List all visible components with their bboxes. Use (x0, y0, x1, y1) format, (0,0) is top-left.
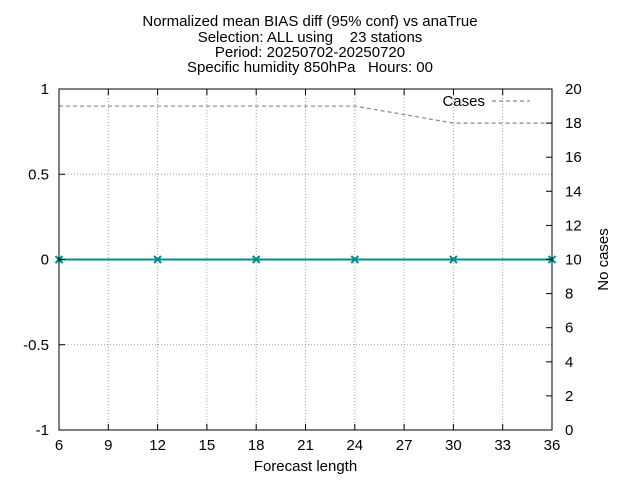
x-tick-label: 9 (104, 437, 112, 454)
title-line-3: Period: 20250702-20250720 (215, 44, 405, 61)
y-axis-right-label: No cases (595, 228, 612, 291)
y-right-tick-label: 2 (565, 388, 573, 405)
data-point (153, 255, 162, 264)
y-right-tick-label: 4 (565, 354, 573, 371)
y-right-tick-label: 12 (565, 217, 582, 234)
legend-label: Cases (442, 93, 485, 110)
title-line-2: Selection: ALL using 23 stations (198, 29, 423, 46)
y-right-tick-label: 20 (565, 81, 582, 98)
x-tick-label: 33 (494, 437, 511, 454)
data-point (251, 255, 261, 264)
y-right-tick-label: 6 (565, 320, 573, 337)
y-left-tick-label: 0 (41, 252, 49, 269)
x-tick-label: 18 (248, 437, 265, 454)
y-right-tick-label: 14 (565, 183, 582, 200)
x-tick-label: 15 (199, 437, 216, 454)
y-right-tick-label: 8 (565, 286, 573, 303)
x-tick-label: 6 (55, 437, 63, 454)
data-point (350, 255, 360, 264)
y-left-tick-label: -0.5 (23, 337, 49, 354)
y-left-tick-label: 0.5 (28, 166, 49, 183)
legend: Cases (442, 93, 530, 110)
x-tick-label: 21 (297, 437, 314, 454)
x-tick-label: 12 (149, 437, 166, 454)
cases-series-line (59, 105, 552, 124)
x-tick-label: 24 (346, 437, 363, 454)
title-line-1: Normalized mean BIAS diff (95% conf) vs … (142, 13, 477, 30)
y-right-tick-label: 0 (565, 422, 573, 439)
y-right-tick-label: 18 (565, 115, 582, 132)
title-line-4: Specific humidity 850hPa Hours: 00 (187, 59, 433, 76)
x-tick-label: 30 (445, 437, 462, 454)
y-left-tick-label: 1 (41, 81, 49, 98)
y-left-tick-label: -1 (36, 422, 49, 439)
y-right-tick-label: 16 (565, 149, 582, 166)
y-right-tick-label: 10 (565, 252, 582, 269)
x-axis-label: Forecast length (254, 458, 357, 475)
ticks: 6 9 12 15 18 21 24 27 30 33 36-1-0.500.51024681012… (23, 81, 582, 454)
data-point (449, 255, 458, 264)
chart-title: Normalized mean BIAS diff (95% conf) vs … (142, 13, 477, 76)
x-tick-label: 27 (396, 437, 413, 454)
x-tick-label: 36 (544, 437, 561, 454)
